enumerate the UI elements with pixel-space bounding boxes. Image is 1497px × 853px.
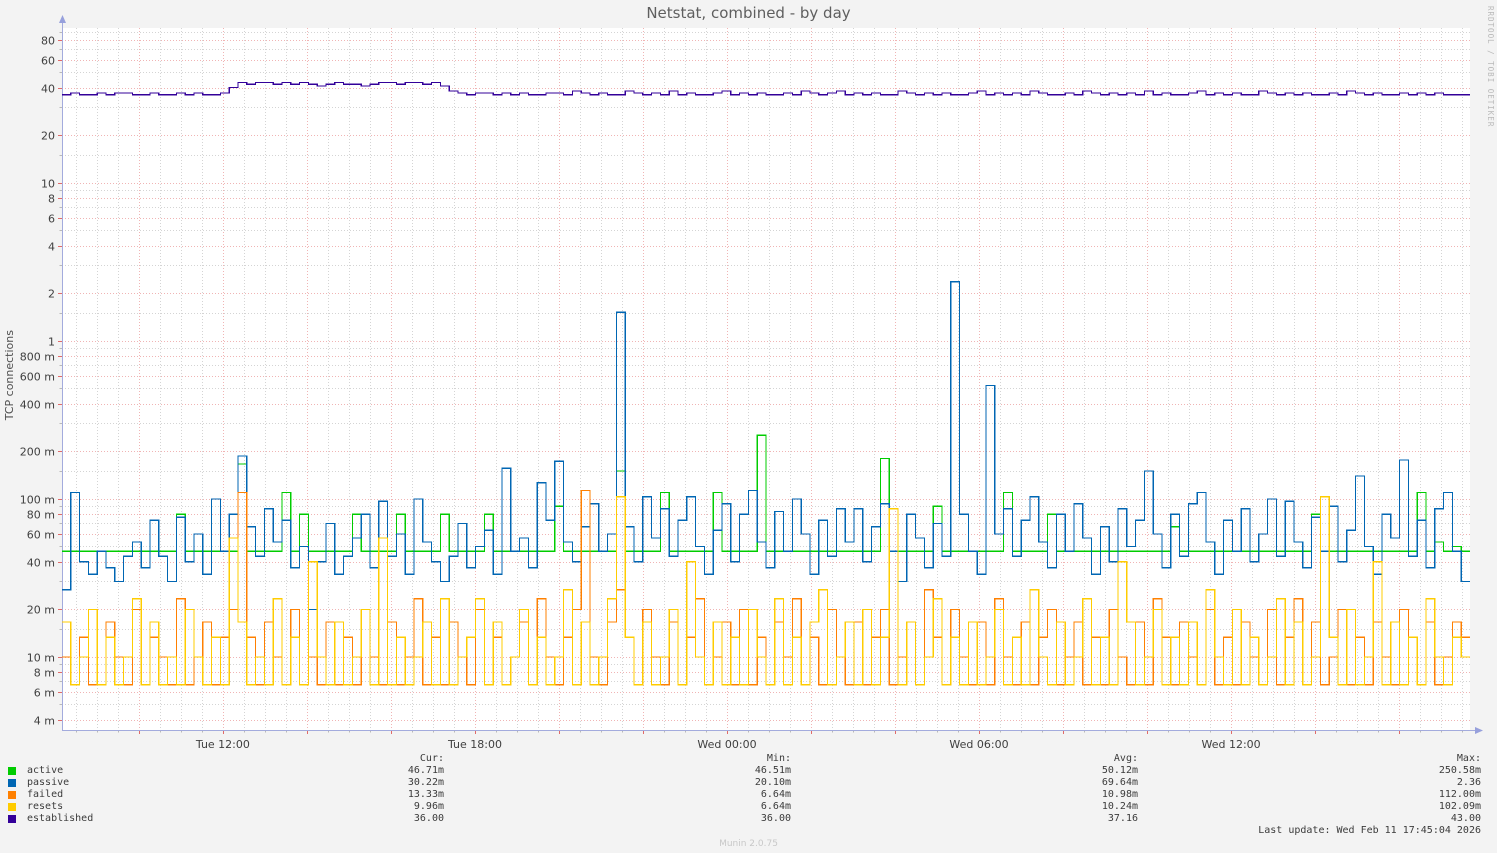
legend-swatch-active xyxy=(8,767,16,775)
x-tick-label: Wed 06:00 xyxy=(949,738,1008,751)
legend-swatch-failed xyxy=(8,791,16,799)
y-tick-label: 8 m xyxy=(34,667,55,680)
y-tick-label: 6 m xyxy=(34,687,55,700)
stat-min-active: 46.51m xyxy=(754,765,791,776)
y-tick-label: 4 m xyxy=(34,715,55,728)
x-tick-label: Wed 00:00 xyxy=(697,738,756,751)
stat-avg-resets: 10.24m xyxy=(1101,801,1138,812)
munin-version: Munin 2.0.75 xyxy=(719,839,778,849)
stat-min-resets: 6.64m xyxy=(760,801,791,812)
stat-avg-passive: 69.64m xyxy=(1101,777,1138,788)
stat-cur-active: 46.71m xyxy=(407,765,444,776)
x-tick-label: Tue 18:00 xyxy=(447,738,502,751)
legend-label-failed: failed xyxy=(27,789,64,800)
legend-label-active: active xyxy=(27,765,64,776)
y-tick-label: 80 m xyxy=(27,509,55,522)
y-tick-label: 4 xyxy=(48,241,55,254)
stat-cur-failed: 13.33m xyxy=(407,789,444,800)
legend-swatch-resets xyxy=(8,803,16,811)
last-update: Last update: Wed Feb 11 17:45:04 2026 xyxy=(1258,825,1481,836)
stat-max-failed: 112.00m xyxy=(1438,789,1481,800)
plot-background xyxy=(62,28,1470,730)
x-axis-arrow-icon xyxy=(1475,727,1483,734)
stat-header-max: Max: xyxy=(1456,753,1481,764)
y-tick-label: 80 xyxy=(41,35,55,48)
y-tick-label: 60 m xyxy=(27,529,55,542)
stat-max-resets: 102.09m xyxy=(1438,801,1481,812)
series-passive-line xyxy=(62,281,1470,610)
x-tick-label: Wed 12:00 xyxy=(1202,738,1261,751)
y-tick-label: 600 m xyxy=(20,371,55,384)
y-tick-label: 20 xyxy=(41,130,55,143)
y-tick-label: 40 xyxy=(41,83,55,96)
stat-min-failed: 6.64m xyxy=(760,789,791,800)
stat-header-avg: Avg: xyxy=(1113,753,1138,764)
y-axis-arrow-icon xyxy=(59,15,66,23)
stat-header-min: Min: xyxy=(766,753,791,764)
stat-max-active: 250.58m xyxy=(1438,765,1481,776)
y-tick-label: 400 m xyxy=(20,399,55,412)
y-tick-label: 800 m xyxy=(20,351,55,364)
y-tick-label: 10 m xyxy=(27,652,55,665)
stat-max-established: 43.00 xyxy=(1450,813,1481,824)
stat-avg-active: 50.12m xyxy=(1101,765,1138,776)
stat-min-established: 36.00 xyxy=(760,813,791,824)
rrdtool-credit: RRDTOOL / TOBI OETIKER xyxy=(1486,6,1495,128)
stat-cur-resets: 9.96m xyxy=(413,801,444,812)
page-title: Netstat, combined - by day xyxy=(646,4,851,22)
legend-swatch-passive xyxy=(8,779,16,787)
legend-label-passive: passive xyxy=(27,777,70,788)
stat-avg-failed: 10.98m xyxy=(1101,789,1138,800)
series-resets-line xyxy=(62,496,1470,686)
x-tick-label: Tue 12:00 xyxy=(195,738,250,751)
stat-avg-established: 37.16 xyxy=(1107,813,1138,824)
stat-min-passive: 20.10m xyxy=(754,777,791,788)
y-tick-label: 1 xyxy=(48,336,55,349)
y-tick-label: 6 xyxy=(48,213,55,226)
series-established-line xyxy=(62,82,1470,96)
y-tick-label: 40 m xyxy=(27,557,55,570)
stat-max-passive: 2.36 xyxy=(1456,777,1481,788)
stat-header-cur: Cur: xyxy=(419,753,444,764)
y-tick-label: 8 xyxy=(48,193,55,206)
legend-label-resets: resets xyxy=(27,801,64,812)
y-tick-label: 100 m xyxy=(20,494,55,507)
y-tick-label: 2 xyxy=(48,288,55,301)
y-tick-label: 20 m xyxy=(27,604,55,617)
legend-label-established: established xyxy=(27,813,94,824)
stat-cur-established: 36.00 xyxy=(413,813,444,824)
y-tick-label: 60 xyxy=(41,55,55,68)
legend-swatch-established xyxy=(8,815,16,823)
y-tick-label: 200 m xyxy=(20,446,55,459)
y-tick-label: 10 xyxy=(41,178,55,191)
stat-cur-passive: 30.22m xyxy=(407,777,444,788)
